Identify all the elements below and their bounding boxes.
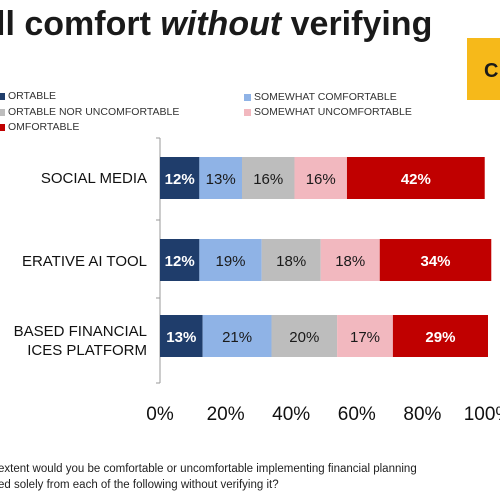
category-label-financial-platform: BASED FINANCIAL ICES PLATFORM <box>14 322 147 360</box>
bar-segment <box>242 157 295 199</box>
category-label-line: BASED FINANCIAL <box>13 323 147 340</box>
title-prefix: ll comfort <box>0 5 161 43</box>
bar-data-label: 18% <box>276 253 306 270</box>
bar-segment <box>199 157 242 199</box>
category-label-line: ICES PLATFORM <box>27 342 147 359</box>
legend-swatch <box>0 108 5 116</box>
accent-panel <box>467 38 500 100</box>
question-line-1: extent would you be comfortable or uncom… <box>0 463 417 475</box>
bar-segment <box>320 239 380 281</box>
legend-label: ORTABLE NOR UNCOMFORTABLE <box>8 106 180 118</box>
bar-segment <box>337 315 393 357</box>
legend-item-neutral: ORTABLE NOR UNCOMFORTABLE <box>0 106 179 118</box>
legend-swatch <box>0 92 5 100</box>
bar-data-label: 16% <box>253 171 283 188</box>
bar-data-label: 18% <box>335 253 365 270</box>
bar-data-label: 16% <box>306 171 336 188</box>
bar-segment <box>346 157 485 199</box>
bar-segment <box>160 157 200 199</box>
x-tick-label: 60% <box>338 404 376 425</box>
x-tick-label: 0% <box>146 404 174 425</box>
bar-data-label: 17% <box>350 329 380 346</box>
x-tick-label: 40% <box>272 404 310 425</box>
bar-data-label: 21% <box>222 329 252 346</box>
category-label-line: ERATIVE AI TOOL <box>21 253 147 270</box>
category-label-line: SOCIAL MEDIA <box>40 170 147 187</box>
bar-data-label: 12% <box>165 253 195 270</box>
legend-swatch <box>244 108 251 116</box>
bar-data-label: 20% <box>289 329 319 346</box>
bar-segment <box>160 315 203 357</box>
bar-segment <box>379 239 492 281</box>
legend-item-very-uncomfortable: OMFORTABLE <box>0 121 79 133</box>
bar-data-label: 13% <box>166 329 196 346</box>
bar-data-label: 13% <box>206 171 236 188</box>
bar-segment <box>261 239 321 281</box>
legend-label: SOMEWHAT COMFORTABLE <box>254 91 397 103</box>
legend-item-somewhat-uncomfortable: SOMEWHAT UNCOMFORTABLE <box>244 106 412 118</box>
legend-label: OMFORTABLE <box>8 121 80 133</box>
bar-segment <box>271 315 338 357</box>
bar-data-label: 19% <box>216 253 246 270</box>
legend-item-somewhat-comfortable: SOMEWHAT COMFORTABLE <box>244 91 397 103</box>
title-suffix: verifying <box>281 5 433 43</box>
legend-swatch <box>244 93 251 101</box>
bar-segment <box>199 239 262 281</box>
legend-label: ORTABLE <box>8 90 57 102</box>
title-emphasis: without <box>160 5 282 43</box>
accent-glyph: C <box>484 60 499 82</box>
category-label-ai-tool: ERATIVE AI TOOL <box>22 252 147 271</box>
legend-item-very-comfortable: ORTABLE <box>0 90 56 102</box>
bar-segment <box>202 315 272 357</box>
survey-question: extent would you be comfortable or uncom… <box>0 461 500 493</box>
legend-label: SOMEWHAT UNCOMFORTABLE <box>254 106 412 118</box>
x-tick-label: 100% <box>464 404 500 425</box>
x-tick-label: 20% <box>207 404 245 425</box>
bar-segment <box>294 157 347 199</box>
bar-data-label: 42% <box>401 171 431 188</box>
x-tick-label: 80% <box>403 404 441 425</box>
legend-swatch <box>0 123 5 131</box>
bar-data-label: 12% <box>165 171 195 188</box>
bar-data-label: 29% <box>425 329 455 346</box>
bar-segment <box>392 315 488 357</box>
chart-title: ll comfort without verifying <box>0 0 466 48</box>
category-label-social-media: SOCIAL MEDIA <box>41 169 147 188</box>
question-line-2: ed solely from each of the following wit… <box>0 479 279 491</box>
bar-data-label: 34% <box>421 253 451 270</box>
bar-segment <box>160 239 200 281</box>
